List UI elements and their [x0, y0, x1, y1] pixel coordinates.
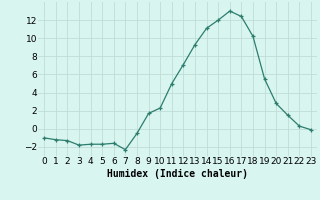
X-axis label: Humidex (Indice chaleur): Humidex (Indice chaleur)	[107, 169, 248, 179]
